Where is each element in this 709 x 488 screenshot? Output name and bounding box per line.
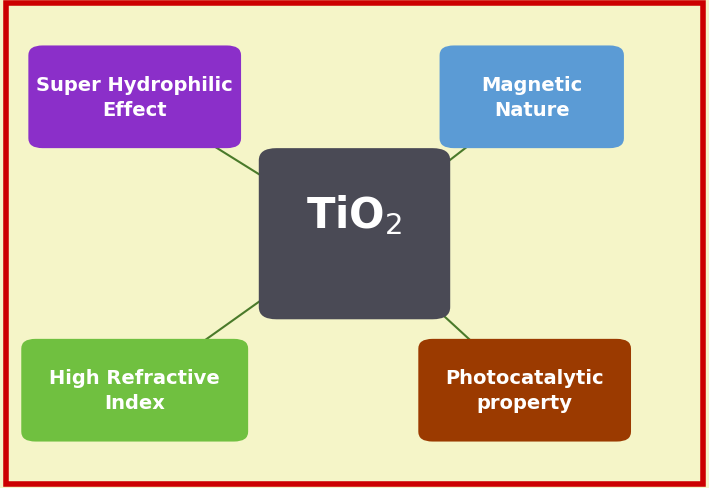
FancyBboxPatch shape: [259, 149, 450, 320]
FancyBboxPatch shape: [418, 339, 631, 442]
Text: TiO$_2$: TiO$_2$: [306, 193, 403, 237]
FancyBboxPatch shape: [28, 46, 241, 149]
Text: Magnetic
Nature: Magnetic Nature: [481, 76, 582, 120]
Text: High Refractive
Index: High Refractive Index: [50, 368, 220, 412]
FancyBboxPatch shape: [21, 339, 248, 442]
Text: Super Hydrophilic
Effect: Super Hydrophilic Effect: [36, 76, 233, 120]
FancyBboxPatch shape: [440, 46, 624, 149]
Text: Photocatalytic
property: Photocatalytic property: [445, 368, 604, 412]
